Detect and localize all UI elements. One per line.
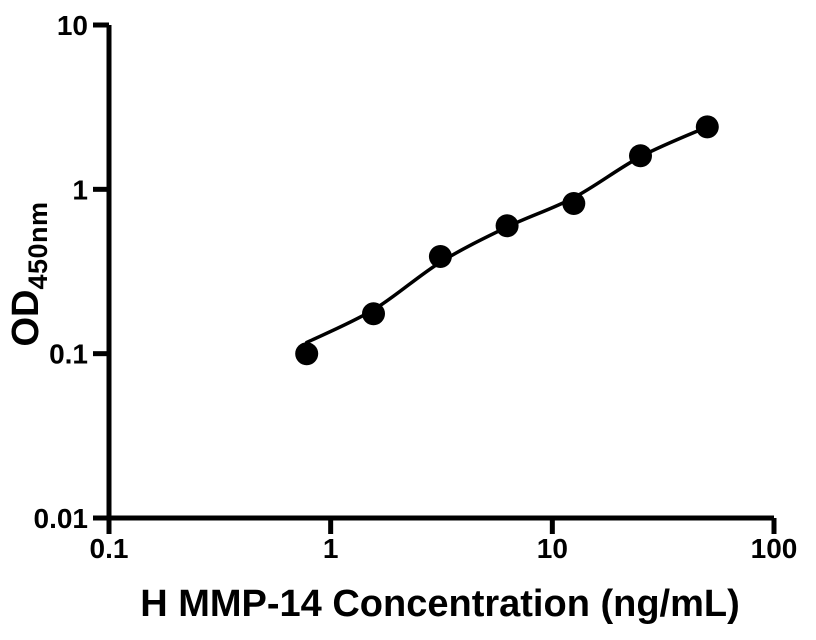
x-tick-label: 10 [537, 533, 568, 564]
x-tick-label: 1 [323, 533, 339, 564]
x-tick-label: 0.1 [90, 533, 129, 564]
data-point [695, 115, 719, 139]
x-axis-title: H MMP-14 Concentration (ng/mL) [140, 583, 740, 625]
data-point [362, 302, 385, 326]
data-point [428, 245, 452, 268]
y-tick-label: 0.01 [34, 503, 89, 534]
y-tick-label: 10 [57, 10, 88, 41]
y-tick-label: 1 [72, 174, 88, 205]
y-axis-title-main: OD [5, 289, 47, 347]
data-point [295, 342, 319, 366]
data-point [562, 192, 586, 215]
y-tick-label: 0.1 [49, 339, 88, 370]
y-axis-title: OD450nm [0, 154, 53, 394]
data-point [629, 144, 652, 168]
y-axis-title-subscript: 450nm [23, 201, 53, 290]
x-tick-label: 100 [751, 533, 798, 564]
data-point [495, 214, 519, 238]
